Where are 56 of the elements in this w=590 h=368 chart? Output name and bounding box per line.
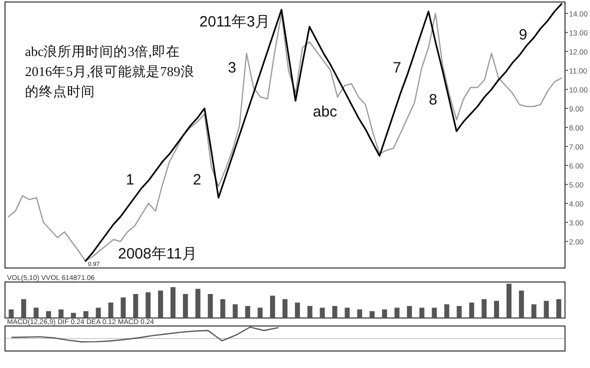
bar [133,294,138,318]
bar [282,299,288,318]
bar [469,302,474,318]
annotation: 1 [126,172,134,188]
bar [294,302,300,318]
annotation: 2011年3月 [199,14,270,30]
annotation: abc [312,104,338,120]
bar [320,308,325,318]
bar [96,308,101,318]
annotation: 9 [518,26,528,44]
bar [482,299,487,318]
annotation: 2 [192,172,202,188]
bar [58,309,64,318]
bar [518,290,524,318]
bar [182,294,188,318]
bar [170,287,176,318]
bar [120,297,126,318]
bar [195,288,200,318]
bar [108,302,114,318]
line-series [8,12,562,262]
annotation: 2008年11月 [118,246,197,262]
bar [46,311,52,318]
bar [307,306,312,318]
bar [419,308,424,318]
bar [8,309,14,318]
bar [146,292,151,318]
bar [444,304,450,318]
bar [344,308,350,318]
bar [394,308,400,318]
bar [332,306,338,318]
bar [494,300,500,318]
bar [556,299,562,318]
bar [21,299,26,318]
annotation: 7 [392,60,402,76]
bar [432,308,437,318]
bar [70,312,76,318]
bar [270,296,276,318]
annotation: abc浪所用时间的3倍,即在2016年5月,很可能就是789浪的终点时间 [25,43,196,101]
bar [370,311,375,318]
annotation: 3 [228,60,236,76]
bar [544,300,549,318]
bar [506,284,512,318]
bar [220,299,226,318]
bar [34,308,39,318]
bar [208,294,213,318]
bar [158,290,164,318]
bar [245,306,250,318]
annotation: 8 [428,92,438,108]
bar [232,304,238,318]
bar [382,309,388,318]
bar [258,308,263,318]
bar [531,304,536,318]
bar [456,306,462,318]
bar [83,311,88,318]
bar [357,309,362,318]
bar [406,306,412,318]
